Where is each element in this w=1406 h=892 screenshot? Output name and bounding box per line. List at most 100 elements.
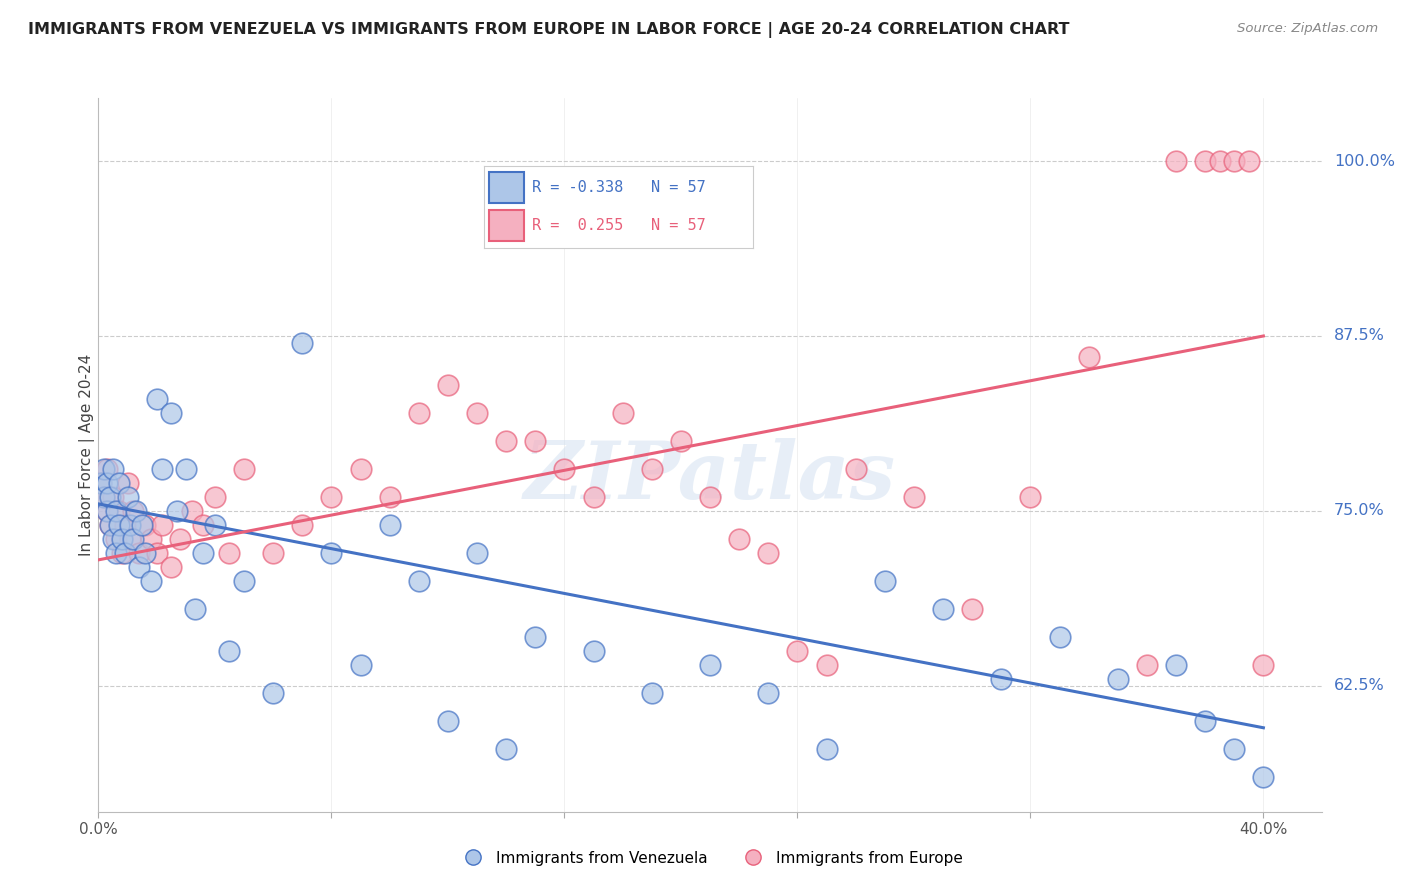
Point — [160, 406, 183, 420]
Point — [233, 574, 256, 588]
Point — [218, 546, 240, 560]
Point — [437, 714, 460, 728]
Point — [262, 686, 284, 700]
Y-axis label: In Labor Force | Age 20-24: In Labor Force | Age 20-24 — [79, 354, 96, 556]
Point — [699, 490, 721, 504]
Point — [1223, 154, 1246, 169]
Point — [756, 546, 779, 560]
Text: IMMIGRANTS FROM VENEZUELA VS IMMIGRANTS FROM EUROPE IN LABOR FORCE | AGE 20-24 C: IMMIGRANTS FROM VENEZUELA VS IMMIGRANTS … — [28, 22, 1070, 38]
Point — [1164, 154, 1187, 169]
Point — [378, 517, 401, 532]
Text: N = 57: N = 57 — [651, 219, 706, 234]
Point — [145, 392, 167, 406]
Point — [139, 532, 162, 546]
Text: 100.0%: 100.0% — [1334, 153, 1395, 169]
Point — [699, 657, 721, 672]
Point — [122, 504, 145, 518]
Point — [1253, 770, 1275, 784]
Point — [101, 462, 124, 476]
Text: R = -0.338: R = -0.338 — [533, 180, 623, 194]
Point — [131, 517, 153, 532]
Point — [101, 490, 124, 504]
Point — [104, 504, 127, 518]
Point — [960, 602, 983, 616]
Point — [128, 546, 150, 560]
Text: ZIPatlas: ZIPatlas — [524, 438, 896, 515]
Point — [612, 406, 634, 420]
Point — [815, 657, 838, 672]
Text: Source: ZipAtlas.com: Source: ZipAtlas.com — [1237, 22, 1378, 36]
Point — [465, 406, 488, 420]
Point — [495, 434, 517, 448]
Point — [233, 462, 256, 476]
Point — [108, 475, 131, 490]
Text: 87.5%: 87.5% — [1334, 328, 1385, 343]
Point — [321, 546, 343, 560]
Point — [98, 517, 121, 532]
Point — [465, 546, 488, 560]
Point — [1253, 657, 1275, 672]
Point — [932, 602, 955, 616]
Point — [193, 546, 215, 560]
Point — [524, 630, 547, 644]
Point — [96, 475, 118, 490]
Legend: Immigrants from Venezuela, Immigrants from Europe: Immigrants from Venezuela, Immigrants fr… — [451, 845, 969, 871]
Point — [111, 546, 134, 560]
Point — [990, 672, 1012, 686]
Point — [218, 644, 240, 658]
Point — [641, 462, 664, 476]
Point — [104, 546, 127, 560]
Point — [669, 434, 692, 448]
Point — [349, 657, 371, 672]
Text: 62.5%: 62.5% — [1334, 678, 1385, 693]
Point — [524, 434, 547, 448]
Point — [408, 574, 430, 588]
Point — [101, 532, 124, 546]
Text: N = 57: N = 57 — [651, 180, 706, 194]
Point — [262, 546, 284, 560]
Point — [134, 517, 156, 532]
Point — [582, 644, 605, 658]
Point — [291, 336, 314, 351]
Point — [152, 517, 174, 532]
Point — [1237, 154, 1260, 169]
Point — [1208, 154, 1232, 169]
Point — [1049, 630, 1071, 644]
Point — [93, 490, 115, 504]
Point — [408, 406, 430, 420]
Point — [903, 490, 925, 504]
Point — [582, 490, 605, 504]
Point — [815, 741, 838, 756]
Point — [1223, 741, 1246, 756]
Point — [169, 532, 191, 546]
Point — [180, 504, 202, 518]
Point — [204, 490, 226, 504]
Point — [786, 644, 808, 658]
Point — [90, 475, 112, 490]
Point — [120, 517, 142, 532]
Point — [152, 462, 174, 476]
Point — [166, 504, 188, 518]
Point — [122, 532, 145, 546]
Point — [728, 532, 751, 546]
Point — [114, 546, 136, 560]
Point — [108, 517, 131, 532]
Text: R =  0.255: R = 0.255 — [533, 219, 623, 234]
Point — [1164, 657, 1187, 672]
Point — [174, 462, 197, 476]
Point — [183, 602, 205, 616]
Point — [204, 517, 226, 532]
Point — [96, 504, 118, 518]
Point — [108, 504, 131, 518]
Point — [873, 574, 896, 588]
Point — [93, 462, 115, 476]
Point — [125, 504, 148, 518]
Point — [756, 686, 779, 700]
Point — [128, 559, 150, 574]
Point — [120, 532, 142, 546]
Point — [117, 490, 139, 504]
Point — [114, 517, 136, 532]
Bar — [489, 171, 524, 202]
Point — [291, 517, 314, 532]
Point — [145, 546, 167, 560]
